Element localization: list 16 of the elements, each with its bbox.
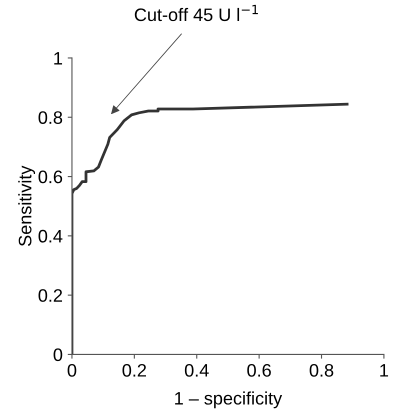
line-series xyxy=(72,102,348,354)
x-tick-label: 0 xyxy=(68,364,76,377)
y-tick-label: 0.6 xyxy=(38,170,62,184)
y-tick-label: 1 xyxy=(54,52,62,65)
text: Cut-off 45 U l$^{−1}$ xyxy=(134,4,258,22)
y-tick-label: 0.8 xyxy=(38,111,62,124)
x-tick-label: 0.8 xyxy=(310,364,334,377)
y-tick-label: 0.4 xyxy=(38,230,62,243)
x-tick-label: 0.6 xyxy=(247,364,271,377)
x-tick-label: 0.2 xyxy=(122,364,146,377)
y-tick-label: 0 xyxy=(54,348,62,362)
y-tick-label: 0.2 xyxy=(38,289,62,302)
x-tick-label: 1 xyxy=(380,364,388,377)
x-axis-title: 1 – specificity xyxy=(175,391,282,408)
y-axis-title: Sensitivity xyxy=(18,166,36,246)
x-tick-label: 0.4 xyxy=(184,364,209,377)
